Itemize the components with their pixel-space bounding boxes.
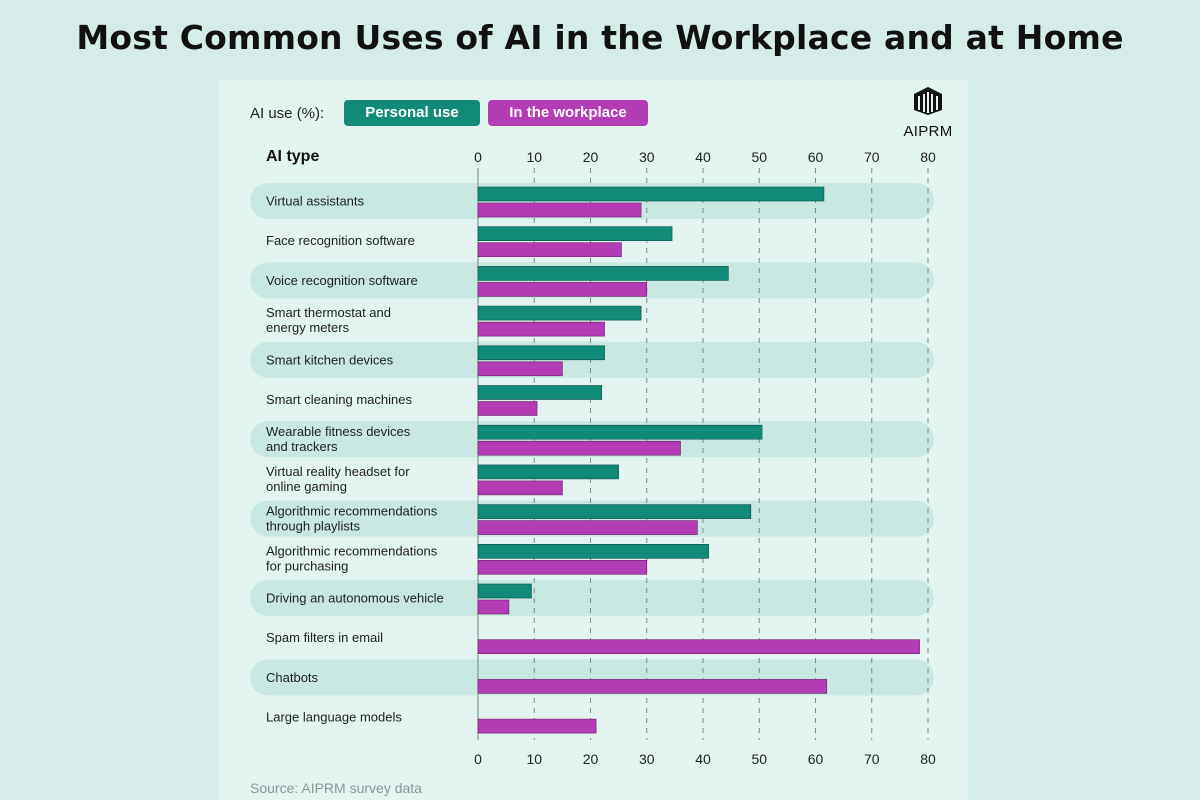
bar-in-the-workplace [477,282,648,297]
row-band [250,580,934,616]
page-title: Most Common Uses of AI in the Workplace … [76,18,1124,57]
bar-in-the-workplace [477,401,538,416]
category-label: Algorithmic recommendations [266,543,438,558]
x-tick-label-bottom: 60 [808,751,824,767]
bar-personal-use [477,266,729,281]
bar-in-the-workplace [477,480,563,496]
legend-prefix: AI use (%): [250,105,325,122]
category-label: Smart kitchen devices [266,352,394,367]
bar-in-the-workplace [477,440,681,456]
x-tick-label-top: 50 [751,149,767,165]
x-tick-label-top: 80 [920,149,936,165]
x-tick-label-top: 40 [695,149,711,165]
bar-personal-use [477,424,763,440]
x-tick-label-bottom: 20 [583,751,599,767]
bar-in-the-workplace [477,202,642,218]
x-tick-label-bottom: 10 [526,751,542,767]
bar-personal-use [477,186,825,202]
bar-in-the-workplace [477,718,597,734]
category-label: Face recognition software [266,233,415,248]
bar-personal-use [477,385,603,400]
category-label: online gaming [266,479,347,494]
bar-in-the-workplace [477,559,648,575]
x-tick-label-top: 70 [864,149,880,165]
category-label: for purchasing [266,558,348,573]
category-label: energy meters [266,320,350,335]
x-tick-label-bottom: 40 [695,751,711,767]
category-label: Driving an autonomous vehicle [266,591,444,606]
bar-in-the-workplace [477,520,698,535]
legend-in-the-workplace: In the workplace [488,100,648,126]
bar-personal-use [477,305,642,321]
category-label: Algorithmic recommendations [266,504,438,519]
brand-logo: AIPRM [898,86,958,140]
x-tick-label-bottom: 0 [474,751,482,767]
x-tick-label-top: 30 [639,149,655,165]
bar-personal-use [477,464,619,480]
category-label: Virtual assistants [266,194,365,209]
bar-in-the-workplace [477,599,510,615]
category-label: Large language models [266,710,402,725]
bar-in-the-workplace [477,679,828,694]
category-label: Voice recognition software [266,273,418,288]
category-label: Wearable fitness devices [266,424,411,439]
aiprm-logo-icon [914,87,942,115]
category-label: Virtual reality headset for [266,464,410,479]
x-tick-label-top: 10 [526,149,542,165]
column-header: AI type [266,148,320,165]
x-tick-label-top: 20 [583,149,599,165]
bar-personal-use [477,583,532,599]
bar-in-the-workplace [477,361,563,377]
category-label: Smart cleaning machines [266,392,412,407]
x-tick-label-bottom: 70 [864,751,880,767]
bar-in-the-workplace [477,639,920,655]
bar-personal-use [477,543,709,559]
bar-personal-use [477,504,752,519]
brand-name: AIPRM [903,123,953,140]
legend-personal-use: Personal use [344,100,480,126]
bar-personal-use [477,226,673,241]
category-label: Chatbots [266,670,319,685]
category-label: through playlists [266,519,360,534]
x-tick-label-bottom: 80 [920,751,936,767]
x-tick-label-top: 0 [474,149,482,165]
category-label: Spam filters in email [266,630,383,645]
bar-in-the-workplace [477,242,622,257]
bar-personal-use [477,345,605,361]
x-tick-label-top: 60 [808,149,824,165]
source-note: Source: AIPRM survey data [250,780,422,796]
category-label: Smart thermostat and [266,305,391,320]
category-label: and trackers [266,439,338,454]
x-tick-label-bottom: 50 [751,751,767,767]
x-tick-label-bottom: 30 [639,751,655,767]
bar-in-the-workplace [477,321,605,337]
